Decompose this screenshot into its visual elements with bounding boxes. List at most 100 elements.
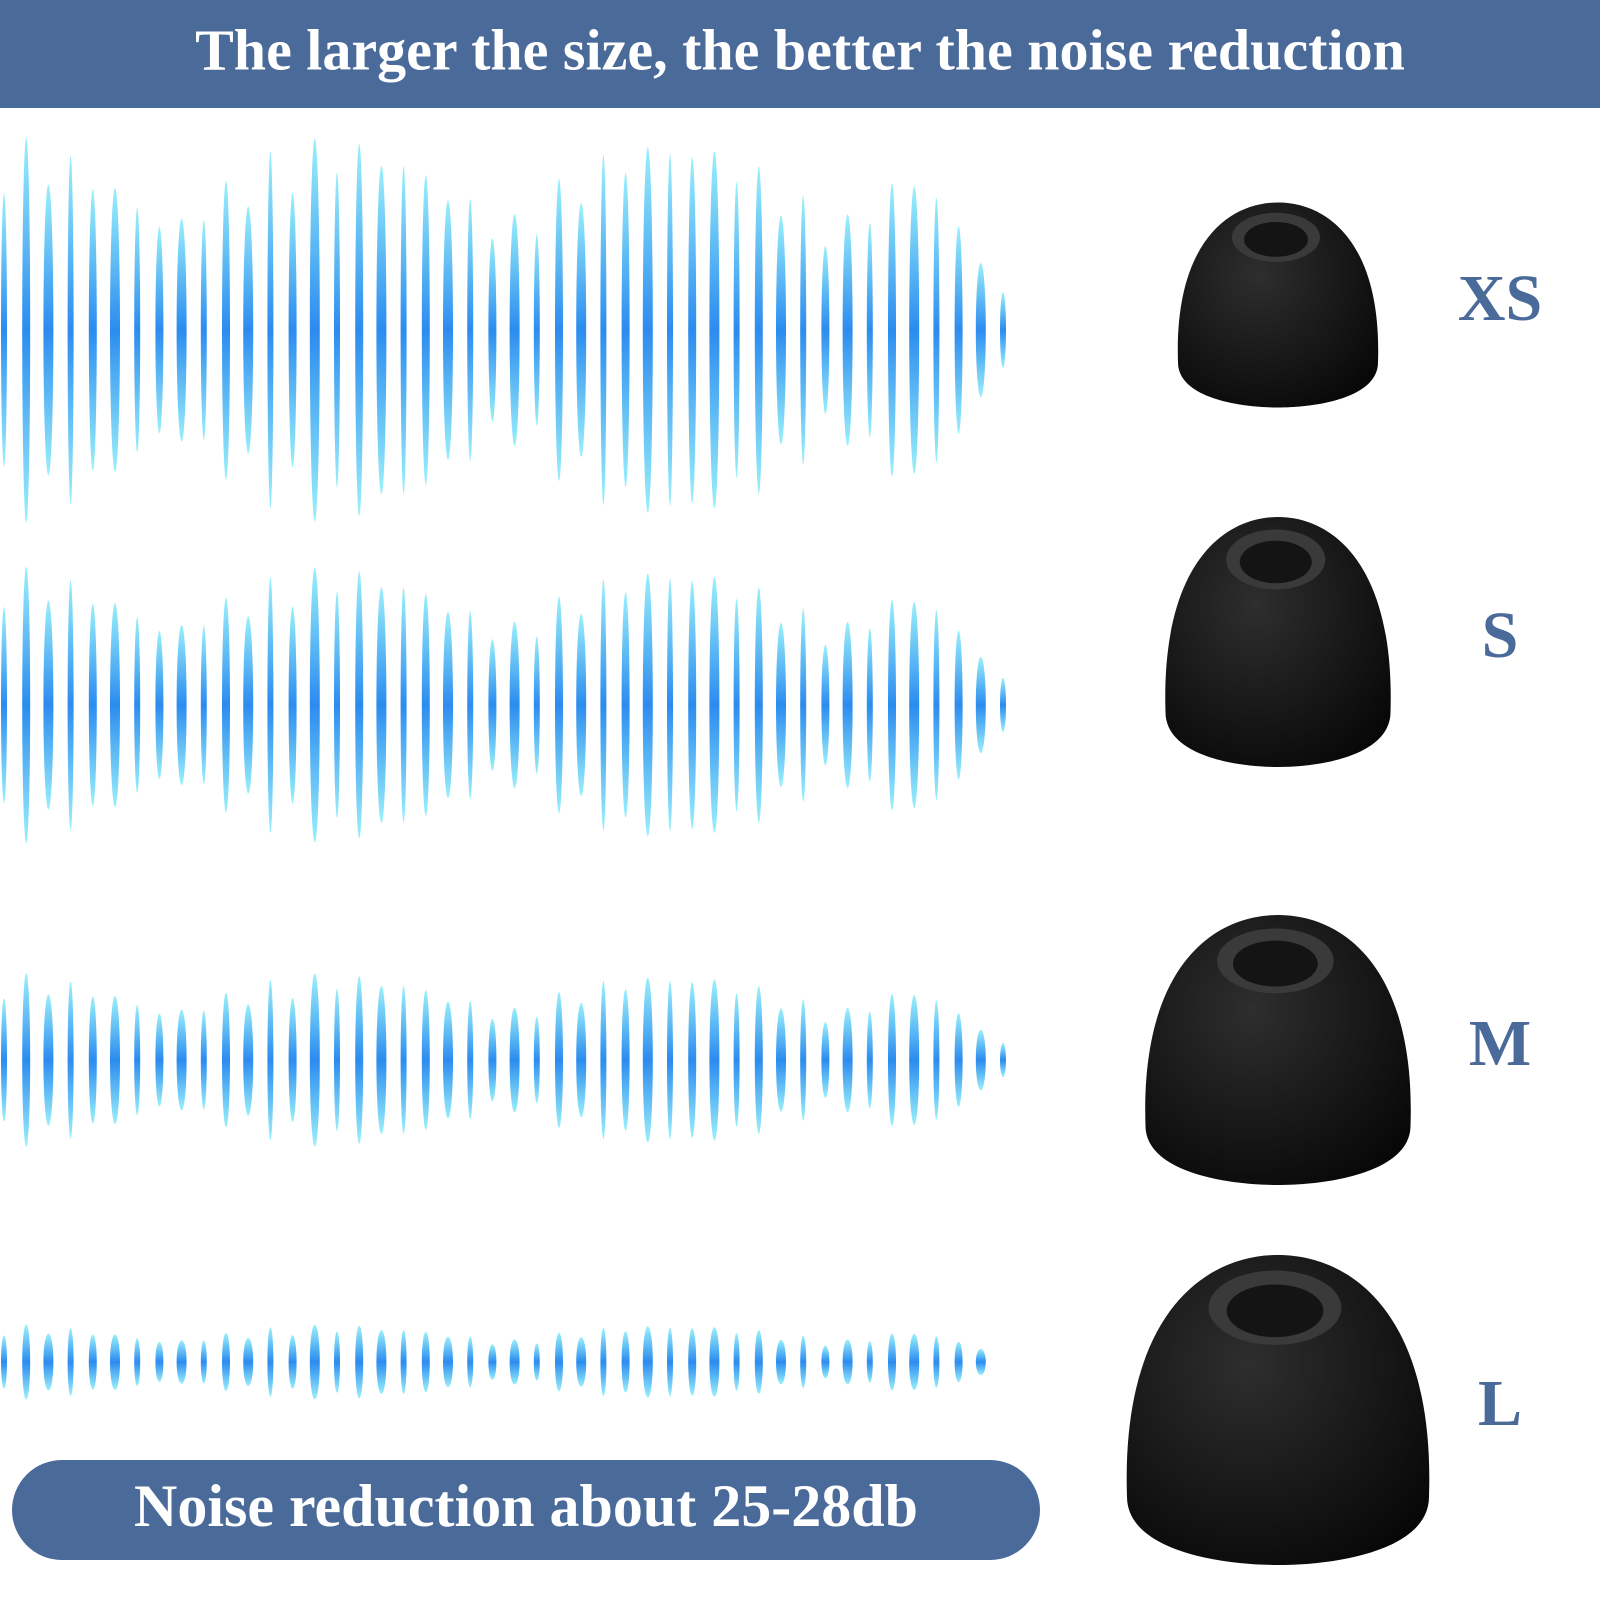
wave-bar (467, 1001, 474, 1119)
wave-bar (22, 566, 31, 844)
wave-bar (222, 597, 230, 813)
wave-bar (43, 600, 54, 810)
wave-bar (954, 1013, 963, 1107)
wave-bar (176, 1009, 187, 1111)
wave-bar (334, 172, 340, 488)
wave-bar (309, 973, 320, 1147)
wave-bar (155, 226, 164, 434)
wave-bar (688, 580, 697, 830)
wave-bar (800, 608, 807, 802)
wave-bar (576, 203, 587, 457)
wave-bar (134, 1004, 141, 1116)
wave-bar (443, 1336, 453, 1388)
wave-bar (110, 1334, 120, 1390)
wave-bar (421, 1331, 430, 1393)
wave-bar (975, 262, 986, 398)
wave-bar (888, 183, 896, 477)
wave-bar (933, 1336, 940, 1388)
wave-bar (754, 986, 763, 1134)
wave-bar (155, 1341, 164, 1383)
wave-bar (467, 199, 474, 461)
wave-bar (200, 625, 207, 785)
wave-bar (176, 218, 187, 442)
wave-bar (754, 587, 763, 823)
wave-bar (488, 639, 497, 771)
wave-bar (1000, 292, 1006, 368)
wave-bar (376, 985, 387, 1135)
eartip-hole (1239, 540, 1312, 584)
wave-bar (1000, 677, 1006, 733)
waveforms (1, 137, 1006, 1400)
wave-bar (1, 607, 7, 803)
wave-bar (355, 571, 364, 839)
wave-bar (555, 596, 563, 814)
wave-bar (576, 613, 587, 797)
wave-bar (355, 1325, 364, 1399)
wave-bar (467, 611, 474, 799)
wave-bar (621, 989, 630, 1131)
wave-bar (222, 992, 230, 1128)
wave-bar (243, 206, 254, 454)
wave-bar (621, 592, 630, 818)
wave-bar (376, 165, 387, 495)
wave-bar (821, 644, 830, 766)
wave-bar (933, 1000, 940, 1120)
wave-bar (267, 1327, 274, 1397)
wave-bar (954, 226, 963, 434)
wave-bar (443, 611, 453, 799)
eartip-hole (1232, 940, 1318, 987)
wave-bar (933, 610, 940, 800)
wave-bar (421, 593, 430, 817)
wave-bar (200, 1340, 207, 1384)
wave-bar (110, 995, 120, 1125)
wave-bar (709, 979, 720, 1141)
wave-bar (842, 1339, 853, 1385)
wave-bar (933, 197, 940, 463)
wave-bar (334, 591, 340, 819)
wave-bar (400, 1330, 407, 1394)
wave-bar (866, 628, 873, 782)
wave-bar (866, 1011, 873, 1109)
size-label: L (1478, 1367, 1522, 1440)
wave-bar (842, 1007, 853, 1113)
wave-bar (134, 1338, 141, 1386)
eartip (1126, 1255, 1430, 1565)
wave-bar (1000, 1042, 1006, 1078)
wave-bar (776, 1339, 786, 1385)
wave-bar (1, 193, 7, 467)
wave-bar (22, 973, 31, 1147)
wave-bar (688, 982, 697, 1138)
wave-bar (821, 1022, 830, 1098)
size-label: M (1469, 1007, 1531, 1080)
wave-bar (754, 1330, 763, 1394)
eartips: XS S M L (1126, 202, 1542, 1565)
header-bar (0, 0, 1600, 108)
wave-bar (222, 180, 230, 480)
wave-bar (243, 616, 254, 794)
wave-bar (667, 578, 673, 832)
wave-bar (200, 219, 207, 441)
wave-bar (733, 182, 740, 478)
wave-bar (733, 993, 740, 1127)
wave-bar (43, 184, 54, 476)
wave-bar (421, 990, 430, 1130)
wave-bar (155, 630, 164, 780)
wave-bar (176, 1340, 187, 1384)
wave-bar (667, 980, 673, 1140)
wave-bar (488, 1344, 497, 1380)
wave-bar (288, 1335, 297, 1389)
wave-bar (67, 579, 74, 831)
wave-bar (800, 999, 807, 1121)
wave-bar (134, 207, 141, 453)
wave-bar (288, 606, 297, 804)
wave-bar (576, 1002, 587, 1118)
wave-bar (821, 246, 830, 414)
wave-bar (467, 1336, 474, 1388)
wave-bar (975, 1348, 986, 1376)
wave-bar (443, 1001, 453, 1119)
wave-bar (954, 1341, 963, 1383)
wave-bar (754, 166, 763, 494)
wave-bar (376, 1330, 387, 1394)
wave-bar (776, 215, 786, 445)
